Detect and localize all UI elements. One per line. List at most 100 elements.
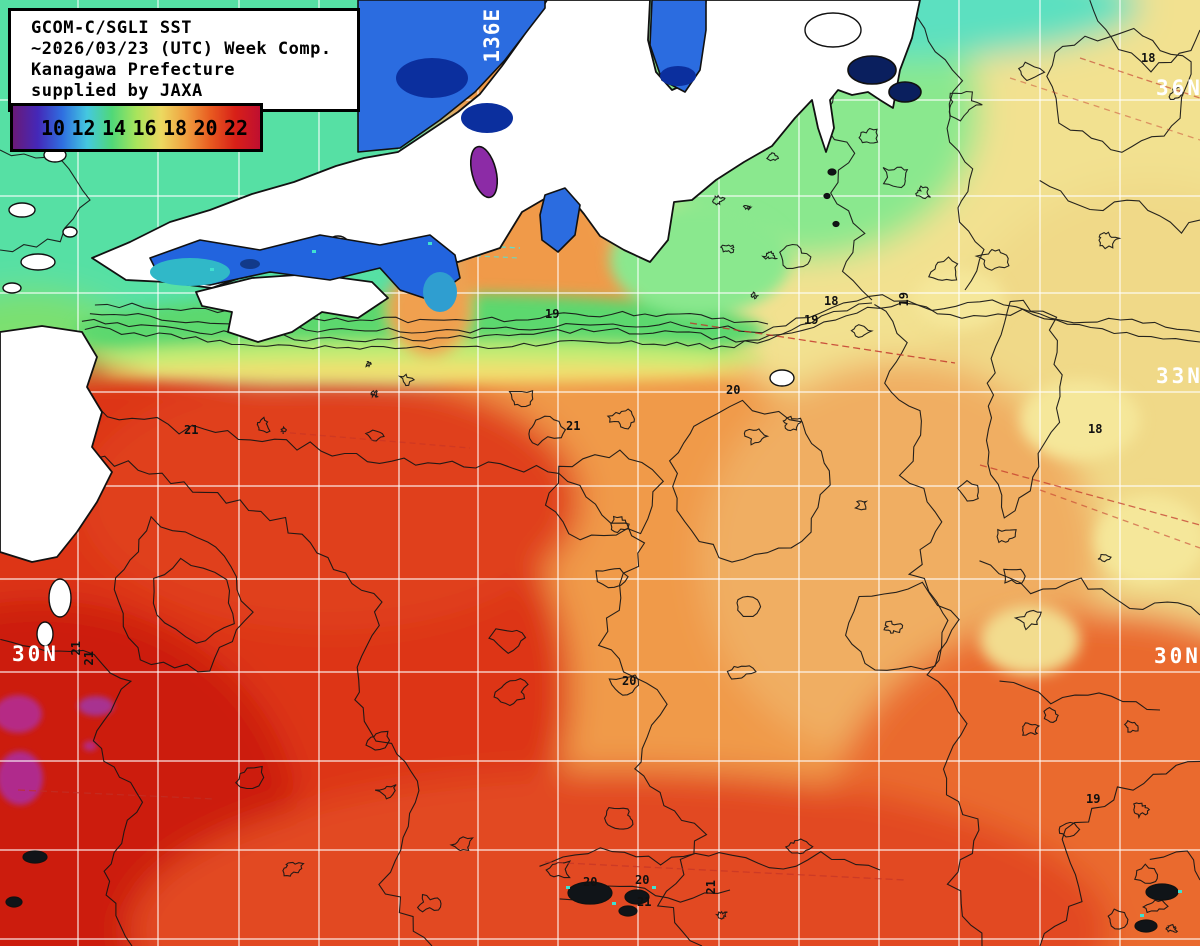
isotherm-line bbox=[996, 528, 1017, 544]
isotherm-label-19: 19 bbox=[545, 307, 560, 321]
coord-label-30n: 30N bbox=[1154, 644, 1200, 668]
colorbar-tick: 16 bbox=[132, 115, 157, 140]
colorbar-tick: 18 bbox=[162, 115, 188, 140]
cold-bay-layer bbox=[149, 0, 922, 312]
isotherm-line bbox=[545, 860, 572, 879]
isotherm-line bbox=[488, 628, 527, 654]
isotherm-line bbox=[1097, 553, 1112, 563]
isotherm-line bbox=[736, 595, 762, 617]
isotherm-line bbox=[1046, 27, 1192, 153]
isotherm-line bbox=[1058, 821, 1081, 838]
isotherm-line bbox=[608, 674, 640, 696]
coord-label-36n: 36N bbox=[1156, 76, 1200, 100]
isotherm-line bbox=[1098, 231, 1122, 250]
isotherm-line bbox=[766, 152, 780, 162]
isotherm-line bbox=[761, 250, 778, 260]
isotherm-line bbox=[915, 185, 931, 200]
isotherm-line bbox=[152, 557, 235, 644]
isotherm-line bbox=[715, 910, 728, 920]
isotherm-line bbox=[854, 500, 869, 511]
isotherm-label-18: 18 bbox=[1088, 422, 1103, 436]
temperature-colorbar: 10 12 14 16 18 20 22 bbox=[10, 103, 263, 152]
colorbar-tick: 20 bbox=[193, 115, 218, 140]
offshore-islands bbox=[5, 168, 1182, 933]
isotherm-line bbox=[974, 248, 1010, 271]
isotherm-line bbox=[882, 166, 909, 189]
isotherm-line bbox=[256, 416, 271, 434]
isotherm-line bbox=[899, 0, 985, 291]
isotherm-line bbox=[782, 415, 803, 432]
isotherm-line bbox=[606, 408, 635, 430]
isotherm-line bbox=[1165, 923, 1179, 933]
isotherm-line bbox=[397, 373, 416, 387]
isotherm-label-21: 21 bbox=[704, 880, 718, 895]
isotherm-label-19: 19 bbox=[897, 292, 911, 307]
isotherm-line bbox=[364, 429, 385, 442]
isotherm-line bbox=[370, 389, 379, 399]
isotherm-line bbox=[719, 244, 735, 254]
isotherm-line bbox=[374, 784, 397, 800]
isotherm-line bbox=[1039, 180, 1200, 234]
isotherm-line bbox=[928, 256, 959, 281]
isotherm-line bbox=[1, 426, 433, 946]
isotherm-line bbox=[595, 567, 629, 589]
isotherm-line bbox=[883, 620, 904, 634]
honshu-landmass bbox=[91, 0, 921, 289]
isotherm-line bbox=[544, 449, 665, 541]
isotherm-line bbox=[1134, 863, 1159, 884]
isotherm-line bbox=[603, 807, 634, 830]
isotherm-line bbox=[999, 680, 1161, 711]
isotherm-line bbox=[1017, 61, 1046, 82]
isotherm-line bbox=[0, 149, 91, 253]
cold-specks bbox=[210, 242, 432, 271]
isotherm-line bbox=[743, 428, 770, 446]
isotherm-line bbox=[365, 730, 391, 751]
isotherm-label-20: 20 bbox=[635, 873, 650, 887]
isotherm-line bbox=[493, 677, 529, 707]
hot-anomaly-patches bbox=[0, 695, 114, 805]
isotherm-line bbox=[985, 299, 1063, 519]
isotherm-line bbox=[1022, 722, 1041, 736]
landmass-layer bbox=[0, 0, 921, 647]
isotherm-line bbox=[1142, 899, 1169, 914]
isotherm-label-21: 21 bbox=[637, 895, 652, 909]
isotherm-line bbox=[84, 302, 1200, 350]
isotherm-line bbox=[1107, 908, 1129, 930]
isotherm-line bbox=[1043, 706, 1059, 723]
isotherm-line bbox=[416, 893, 442, 913]
isotherm-line bbox=[1149, 850, 1200, 881]
isotherm-line bbox=[1168, 86, 1184, 100]
isotherm-line bbox=[1123, 719, 1139, 733]
product-region: Kanagawa Prefecture bbox=[31, 60, 235, 80]
colorbar-tick: 10 bbox=[40, 115, 66, 140]
product-credit: supplied by JAXA bbox=[31, 81, 203, 101]
coord-label-136e: 136E bbox=[480, 8, 504, 63]
isotherm-line bbox=[94, 302, 769, 325]
isotherm-line bbox=[845, 581, 960, 671]
isotherm-line bbox=[850, 324, 874, 338]
coord-label-30n: 30N bbox=[12, 642, 59, 666]
isotherm-line bbox=[979, 560, 1200, 616]
isotherm-line bbox=[1089, 0, 1200, 73]
isotherm-label-19: 19 bbox=[1086, 792, 1101, 806]
isotherm-line bbox=[726, 665, 757, 680]
isotherm-line bbox=[668, 399, 831, 563]
isotherm-line bbox=[948, 90, 983, 122]
isotherm-label-18: 18 bbox=[824, 294, 839, 308]
isotherm-line bbox=[956, 479, 979, 502]
isotherm-line bbox=[282, 861, 305, 877]
isotherm-label-20: 20 bbox=[583, 875, 598, 889]
isotherm-label-21: 21 bbox=[69, 641, 83, 656]
product-date: ~2026/03/23 (UTC) Week Comp. bbox=[31, 39, 332, 59]
isotherm-label-21: 21 bbox=[566, 419, 581, 433]
isotherm-label-20: 20 bbox=[726, 383, 741, 397]
title-box: GCOM-C/SGLI SST ~2026/03/23 (UTC) Week C… bbox=[8, 8, 360, 112]
isotherm-line bbox=[858, 127, 879, 144]
ise-bay-water bbox=[539, 187, 581, 253]
isotherm-line bbox=[0, 638, 144, 946]
isotherm-line bbox=[113, 515, 254, 673]
colorbar-tick: 22 bbox=[223, 115, 249, 140]
isotherm-line bbox=[779, 243, 812, 269]
isotherm-line bbox=[750, 291, 759, 300]
